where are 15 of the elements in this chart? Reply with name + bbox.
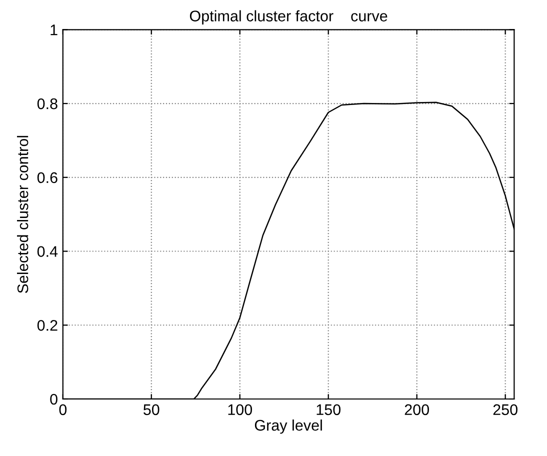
y-tick-label: 0 [50, 394, 58, 405]
y-tick-label: 1 [50, 24, 58, 36]
x-tick-label: 100 [228, 404, 252, 416]
y-tick-label: 0.4 [37, 246, 58, 257]
y-axis-title: Selected cluster control [17, 136, 28, 294]
y-tick-label: 0.8 [37, 98, 58, 110]
x-tick-label: 0 [59, 404, 67, 416]
x-tick-label: 50 [144, 404, 160, 416]
x-tick-label: 200 [404, 404, 429, 416]
chart-title: Optimal cluster factor curve [190, 10, 388, 24]
y-tick-label: 0.2 [37, 320, 58, 331]
x-tick-label: 250 [493, 404, 518, 416]
x-axis-title: Gray level [254, 419, 322, 434]
x-tick-label: 150 [316, 404, 341, 416]
y-tick-label: 0.6 [37, 172, 58, 184]
